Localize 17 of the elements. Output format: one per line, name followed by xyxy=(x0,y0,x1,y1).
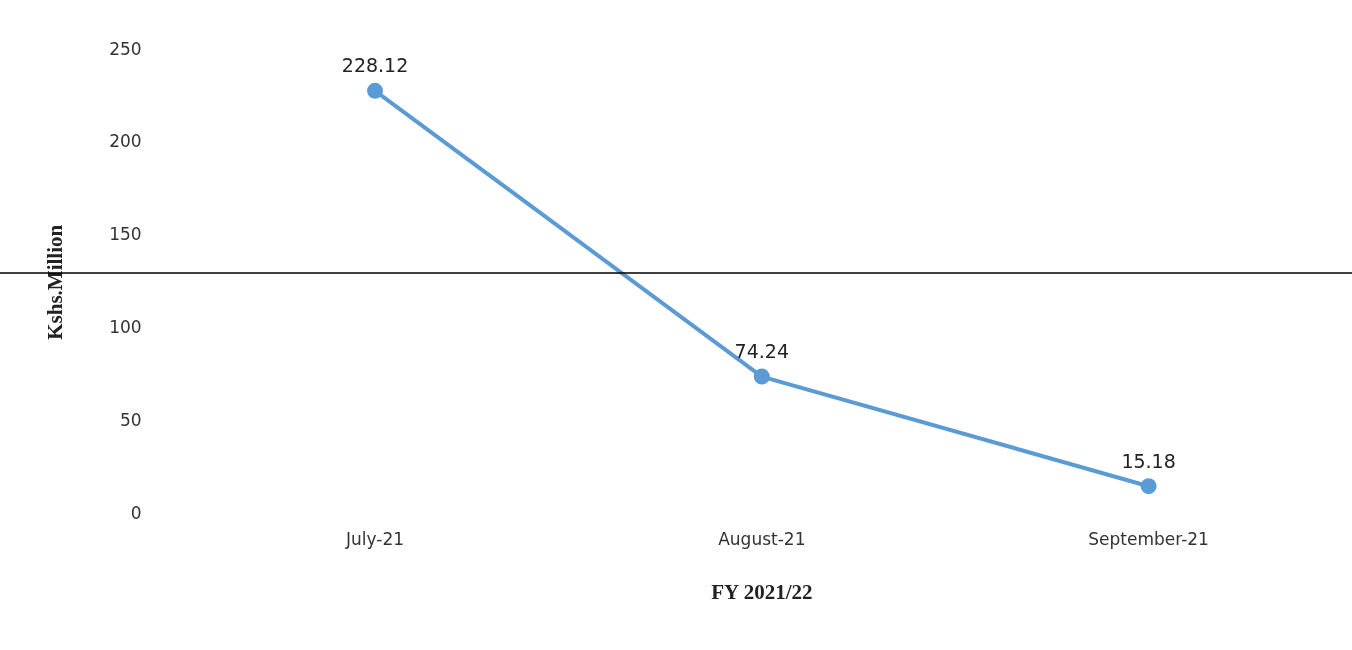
data-label: 15.18 xyxy=(1121,449,1176,472)
x-tick-label: July-21 xyxy=(345,529,405,550)
y-tick-label: 150 xyxy=(109,224,142,245)
y-tick-label: 250 xyxy=(109,38,142,59)
x-tick-label: September-21 xyxy=(1088,529,1209,550)
y-tick-label: 200 xyxy=(109,131,142,152)
x-tick-label: August-21 xyxy=(718,529,806,550)
y-tick-label: 0 xyxy=(130,502,142,523)
y-tick-label: 50 xyxy=(120,409,142,430)
data-label: 228.12 xyxy=(341,54,409,77)
x-axis-title: FY 2021/22 xyxy=(711,579,813,604)
y-axis-title: Kshs.Million xyxy=(43,224,68,340)
point xyxy=(367,82,384,99)
point xyxy=(753,368,770,385)
y-tick-label: 100 xyxy=(109,317,142,338)
point xyxy=(1140,478,1157,495)
data-label: 74.24 xyxy=(734,339,790,362)
